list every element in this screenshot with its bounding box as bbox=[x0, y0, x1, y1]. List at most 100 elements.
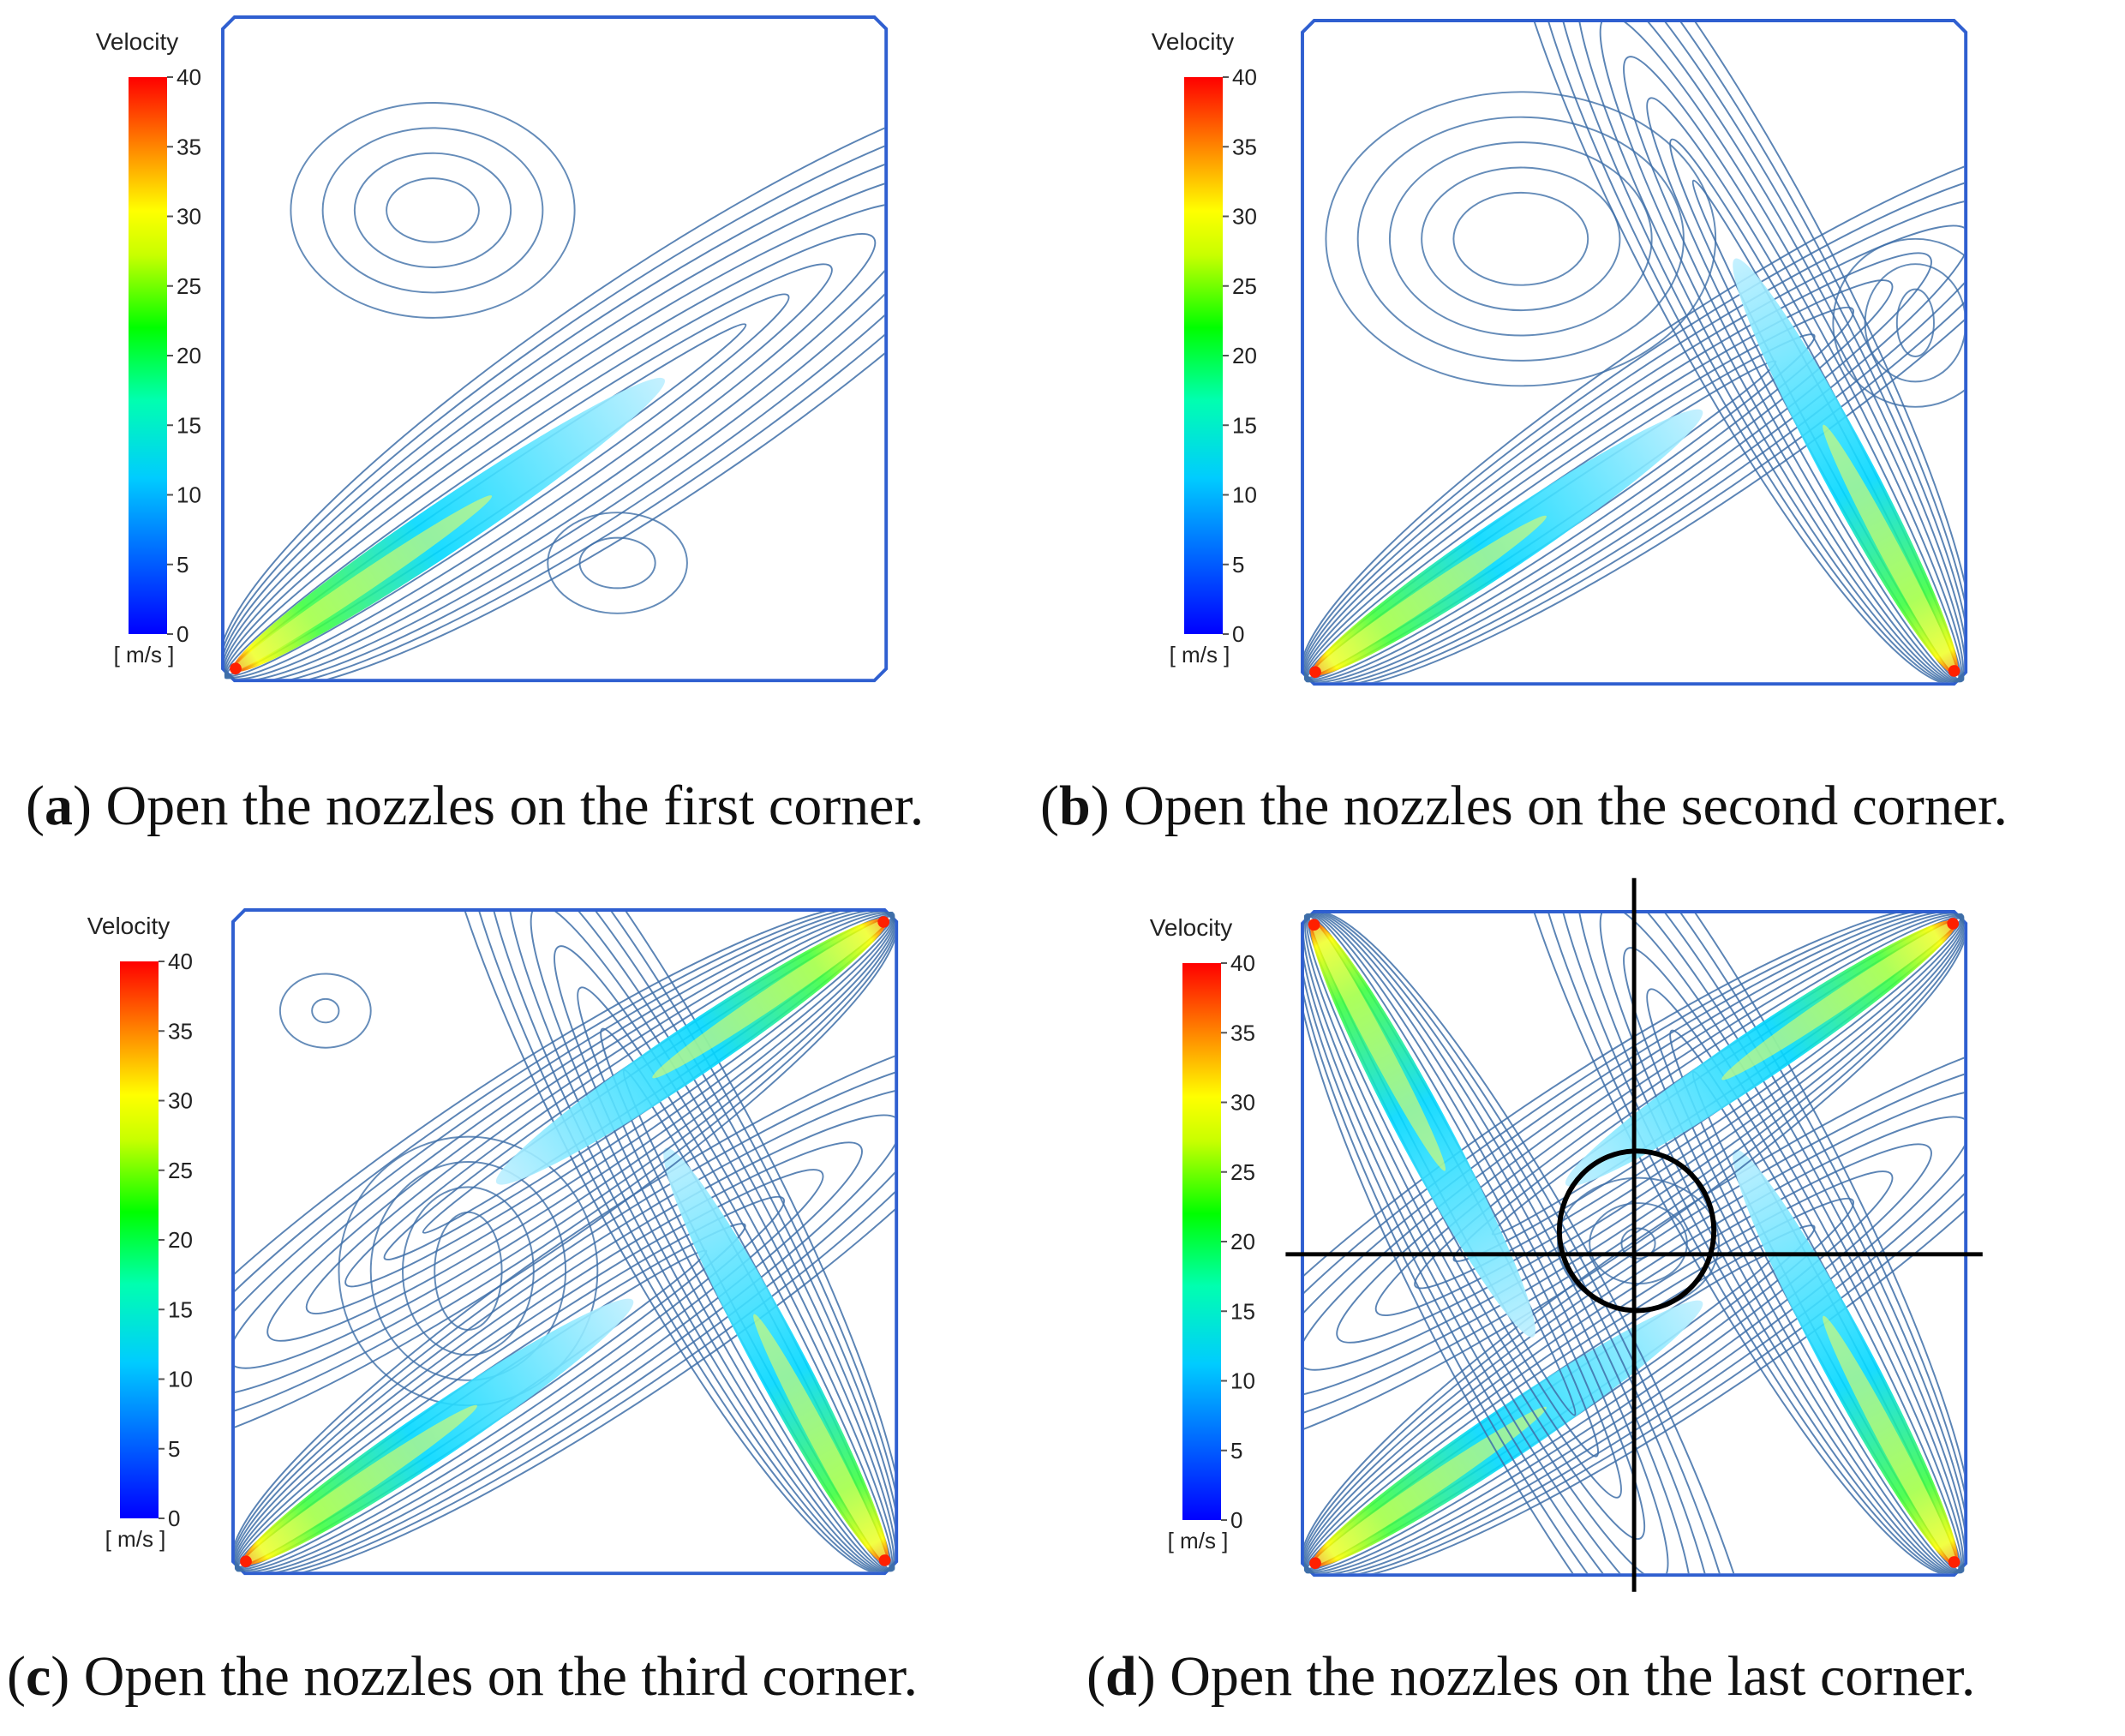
jet-core-hot bbox=[232, 495, 493, 671]
jet-core-hot bbox=[1312, 921, 1446, 1171]
vortex-contour bbox=[278, 973, 372, 1049]
colorbar-ticks: 40 35 30 25 20 15 10 5 0 bbox=[167, 64, 201, 647]
jet-tr bbox=[234, 911, 895, 1452]
colorbar-tick-label: 15 bbox=[1232, 412, 1257, 438]
jet-br bbox=[434, 911, 895, 1572]
caption-b: (b) Open the nozzles on the second corne… bbox=[1040, 775, 2008, 837]
colorbar-tick-label: 5 bbox=[1232, 552, 1244, 578]
vortex-contour bbox=[386, 177, 480, 243]
colorbar-title: Velocity bbox=[1150, 914, 1233, 941]
colorbar-tick-label: 25 bbox=[1232, 273, 1257, 299]
colorbar-tick-label: 10 bbox=[177, 482, 201, 508]
colorbar-tick-label: 15 bbox=[1230, 1298, 1255, 1324]
colorbar-gradient bbox=[1182, 963, 1221, 1520]
vortex-contour bbox=[1325, 91, 1717, 387]
velocity-colorbar-c: Velocity 40 35 30 25 20 15 10 5 0 [ m/s ] bbox=[87, 913, 193, 1552]
nozzle-marker bbox=[230, 662, 242, 675]
colorbar-title: Velocity bbox=[96, 28, 179, 55]
nozzle-marker bbox=[240, 1555, 252, 1568]
colorbar-unit: [ m/s ] bbox=[114, 642, 175, 667]
colorbar-tick-label: 40 bbox=[1232, 64, 1257, 90]
jet-br bbox=[1504, 21, 1965, 683]
center-circle bbox=[1556, 1148, 1717, 1314]
colorbar-tick-label: 30 bbox=[1230, 1090, 1255, 1116]
jet-core-hot bbox=[652, 919, 887, 1079]
colorbar-tick-label: 25 bbox=[177, 273, 201, 299]
colorbar-unit: [ m/s ] bbox=[105, 1526, 166, 1552]
jet-core-hot bbox=[1312, 1406, 1547, 1565]
colorbar-tick-label: 15 bbox=[168, 1296, 193, 1322]
colorbar-tick-label: 30 bbox=[177, 204, 201, 230]
contour-field bbox=[224, 79, 885, 679]
colorbar-tick-label: 20 bbox=[1230, 1229, 1255, 1254]
colorbar-tick-label: 10 bbox=[168, 1367, 193, 1392]
caption-c: (c) Open the nozzles on the third corner… bbox=[7, 1645, 918, 1708]
colorbar-tick-label: 35 bbox=[177, 134, 201, 159]
colorbar-tick-label: 0 bbox=[177, 621, 189, 647]
colorbar-tick-label: 0 bbox=[1230, 1507, 1242, 1533]
colorbar-title: Velocity bbox=[1152, 28, 1235, 55]
contour-plot-c bbox=[231, 908, 899, 1576]
panel-a: Velocity 40 35 30 25 20 15 10 5 0 [ m/s ] (a) Op… bbox=[26, 15, 924, 837]
colorbar-tick-label: 5 bbox=[1230, 1438, 1242, 1464]
contour-field bbox=[1303, 21, 1965, 683]
colorbar-tick-label: 0 bbox=[168, 1506, 180, 1531]
colorbar-gradient bbox=[1184, 77, 1223, 634]
colorbar-tick-label: 5 bbox=[168, 1436, 180, 1462]
plot-boundary bbox=[1301, 19, 1968, 686]
colorbar-tick-label: 20 bbox=[168, 1227, 193, 1253]
colorbar-tick-label: 30 bbox=[168, 1088, 193, 1114]
nozzle-marker bbox=[1309, 666, 1321, 679]
jet-tl bbox=[1303, 913, 1764, 1574]
jet-bl bbox=[234, 1032, 895, 1572]
jet-contour bbox=[224, 79, 885, 679]
nozzle-marker bbox=[1947, 918, 1960, 930]
vortex-contour bbox=[1388, 141, 1653, 337]
jet-core-hot bbox=[1721, 921, 1956, 1081]
vortex-contour bbox=[369, 1161, 567, 1381]
colorbar-ticks: 40 35 30 25 20 15 10 5 0 bbox=[1221, 950, 1255, 1533]
colorbar-ticks: 40 35 30 25 20 15 10 5 0 bbox=[159, 949, 193, 1531]
vortex-contour bbox=[290, 101, 576, 319]
colorbar-unit: [ m/s ] bbox=[1168, 1528, 1229, 1553]
vortex-contour bbox=[1421, 166, 1621, 312]
colorbar-tick-label: 5 bbox=[177, 552, 189, 578]
colorbar-tick-label: 10 bbox=[1232, 482, 1257, 508]
vortex-contour bbox=[1452, 191, 1589, 286]
vortex-contour bbox=[311, 997, 340, 1024]
colorbar-tick-label: 35 bbox=[168, 1018, 193, 1044]
colorbar-tick-label: 0 bbox=[1232, 621, 1244, 647]
velocity-colorbar-a: Velocity 40 35 30 25 20 15 10 5 0 [ m/s ] bbox=[96, 28, 201, 667]
jet-bl bbox=[1303, 142, 1965, 683]
colorbar-gradient bbox=[129, 77, 167, 634]
contour-plot-d bbox=[1285, 877, 1983, 1592]
colorbar-tick-label: 35 bbox=[1232, 134, 1257, 159]
colorbar-gradient bbox=[120, 961, 159, 1518]
jet-core-hot bbox=[1823, 424, 1957, 674]
panel-b: Velocity 40 35 30 25 20 15 10 5 0 [ m/s ] (b) Op… bbox=[1040, 19, 2008, 837]
colorbar-tick-label: 15 bbox=[177, 412, 201, 438]
colorbar-tick-label: 10 bbox=[1230, 1368, 1255, 1394]
jet-core-hot bbox=[1312, 515, 1547, 674]
colorbar-unit: [ m/s ] bbox=[1170, 642, 1230, 667]
nozzle-marker bbox=[1948, 1556, 1960, 1568]
nozzle-marker bbox=[878, 1554, 891, 1566]
colorbar-tick-label: 40 bbox=[177, 64, 201, 90]
vortex-contour bbox=[547, 512, 688, 614]
jet-core-hot bbox=[1823, 1315, 1957, 1565]
jet-tr bbox=[1303, 913, 1965, 1454]
panel-d: Velocity 40 35 30 25 20 15 10 5 0 [ m/s ] (d) Op… bbox=[1086, 877, 1983, 1708]
colorbar-tick-label: 20 bbox=[1232, 343, 1257, 368]
colorbar-tick-label: 30 bbox=[1232, 204, 1257, 230]
nozzle-marker bbox=[1308, 919, 1320, 931]
caption-d: (d) Open the nozzles on the last corner. bbox=[1086, 1645, 1975, 1708]
vortex-contour bbox=[1356, 116, 1685, 362]
panel-c: Velocity 40 35 30 25 20 15 10 5 0 [ m/s ] (c) Op… bbox=[7, 908, 918, 1708]
velocity-colorbar-b: Velocity 40 35 30 25 20 15 10 5 0 [ m/s ] bbox=[1152, 28, 1257, 667]
jet-bl bbox=[224, 79, 885, 679]
vortex-contour bbox=[1895, 288, 1935, 357]
colorbar-title: Velocity bbox=[87, 913, 171, 939]
vortex-contour bbox=[401, 1186, 535, 1356]
vortex-contour bbox=[1832, 237, 1965, 408]
